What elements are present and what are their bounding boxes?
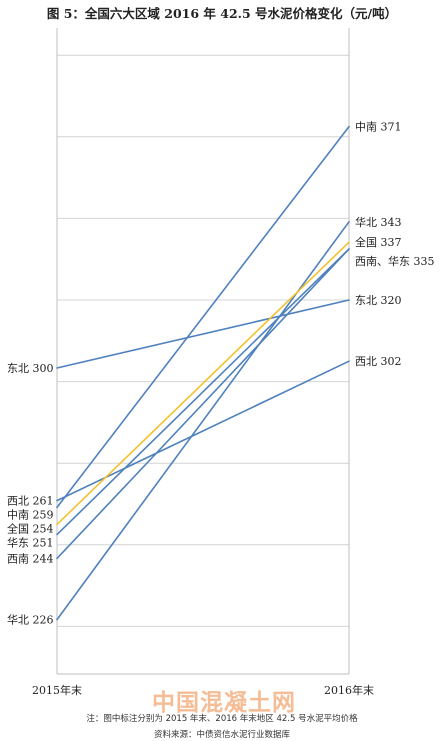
right-data-label: 华北 343 (355, 215, 402, 229)
right-data-label: 西北 302 (355, 355, 402, 368)
left-data-label: 华北 226 (7, 613, 54, 627)
x-tick-label: 2015年末 (32, 683, 82, 697)
watermark: 中国混凝土网 (152, 690, 296, 716)
x-tick-label: 2016年末 (324, 683, 374, 697)
series-line-东北 (56, 299, 350, 369)
right-data-label: 西南、华东 335 (355, 254, 435, 268)
right-data-label: 东北 320 (355, 294, 402, 307)
series-line-全国 (56, 241, 350, 526)
left-data-label: 全国 254 (7, 522, 54, 536)
left-data-label: 中南 259 (7, 509, 54, 522)
source-note: 资料来源：中债资信水泥行业数据库 (153, 730, 290, 740)
left-data-label: 东北 300 (7, 362, 54, 375)
series-line-西北 (56, 360, 350, 502)
left-data-label: 华东 251 (7, 536, 54, 550)
left-data-label: 西南 244 (7, 552, 54, 565)
series-line-中南 (56, 125, 350, 509)
right-data-label: 全国 337 (355, 235, 402, 249)
series-line-华北 (56, 221, 350, 621)
left-data-label: 西北 261 (7, 495, 54, 508)
chart-title: 图 5：全国六大区域 2016 年 42.5 号水泥价格变化（元/吨） (46, 6, 398, 21)
series-line-华东 (56, 248, 350, 536)
series-line-西南 (56, 248, 350, 560)
right-data-label: 中南 371 (355, 121, 402, 134)
footnote: 注：图中标注分别为 2015 年末、2016 年末地区 42.5 号水泥平均价格 (86, 714, 358, 724)
